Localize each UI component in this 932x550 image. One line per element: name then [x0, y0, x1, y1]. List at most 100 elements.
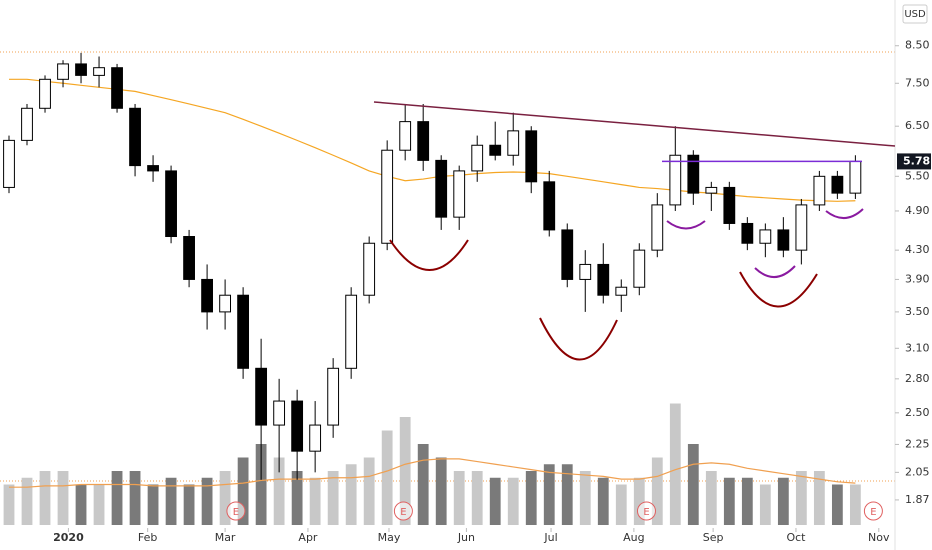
- y-tick-label: 5.50: [905, 169, 930, 182]
- event-marker: [226, 501, 246, 521]
- y-tick-label: 3.10: [905, 341, 930, 354]
- currency-box: [902, 4, 928, 24]
- volume-bar: [273, 457, 285, 525]
- candle-body: [75, 63, 87, 76]
- volume-bar: [489, 477, 501, 525]
- candle-body: [417, 121, 430, 161]
- event-marker: [393, 501, 413, 521]
- candle-body: [543, 181, 556, 231]
- candle-body: [273, 400, 286, 426]
- volume-bar: [255, 444, 267, 525]
- volume-bar: [687, 444, 699, 525]
- volume-bar: [327, 471, 339, 525]
- x-tick-label: Nov: [868, 531, 890, 544]
- volume-bar: [471, 471, 483, 525]
- event-marker: [636, 501, 656, 521]
- candle-body: [327, 367, 340, 426]
- volume-bar: [795, 471, 807, 525]
- candle-body: [795, 204, 808, 251]
- volume-bar: [75, 484, 87, 525]
- candle-body: [147, 165, 159, 172]
- candle-body: [399, 121, 412, 151]
- x-tick-label: Jul: [543, 531, 557, 544]
- candle-body: [21, 107, 33, 141]
- arc: [754, 265, 796, 278]
- y-tick-label: 8.50: [905, 39, 930, 52]
- volume-bar: [417, 444, 429, 525]
- arc: [666, 220, 706, 230]
- volume-bar: [219, 471, 231, 525]
- candle-body: [93, 67, 105, 76]
- volume-bar: [741, 477, 753, 525]
- candle-body: [507, 130, 520, 156]
- candle-body: [579, 263, 592, 280]
- last-price-box: [897, 153, 931, 170]
- event-label: E: [643, 507, 649, 518]
- x-tick-label: Oct: [786, 531, 806, 544]
- candle-body: [219, 294, 232, 313]
- candle-body: [453, 170, 466, 218]
- x-tick-label: 2020: [53, 531, 84, 544]
- event-marker: [863, 501, 883, 521]
- y-tick-label: 3.50: [905, 305, 930, 318]
- candle-body: [489, 144, 502, 156]
- volume-bar: [147, 484, 159, 525]
- y-tick-label: 2.25: [905, 437, 930, 450]
- candle-body: [345, 294, 358, 369]
- volume-bar: [345, 464, 357, 525]
- event-label: E: [870, 507, 876, 518]
- arc: [739, 271, 818, 308]
- candle-body: [849, 160, 862, 194]
- volume-bar: [129, 471, 141, 525]
- currency: USD: [904, 9, 926, 20]
- volume-bar: [525, 471, 537, 525]
- volume-bar: [615, 484, 627, 525]
- candle-body: [39, 78, 51, 109]
- candle-body: [525, 130, 538, 183]
- volume-bar: [363, 457, 375, 525]
- candle-body: [705, 186, 718, 194]
- candle-body: [57, 63, 69, 80]
- x-tick-label: Sep: [703, 531, 724, 544]
- x-tick-label: Feb: [138, 531, 157, 544]
- y-tick-label: 7.50: [905, 76, 930, 89]
- drawings: [373, 101, 896, 361]
- candle-body: [111, 67, 123, 109]
- candle-body: [201, 278, 213, 313]
- x-tick-label: Aug: [623, 531, 644, 544]
- volume-bar: [507, 477, 519, 525]
- candle-body: [777, 229, 790, 251]
- candle-body: [723, 186, 736, 224]
- candle-body: [813, 175, 826, 206]
- volume-bar: [309, 477, 321, 525]
- arc: [825, 208, 864, 219]
- y-tick-label: 1.87: [905, 493, 930, 506]
- candle-body: [831, 175, 844, 194]
- volume-bar: [381, 430, 393, 525]
- candle-body: [237, 294, 250, 369]
- candle-body: [615, 286, 628, 296]
- x-tick-label: Mar: [215, 531, 236, 544]
- candle-body: [651, 204, 664, 251]
- candle-body: [363, 242, 376, 296]
- volume-bar: [849, 484, 861, 525]
- y-tick-label: 4.30: [905, 243, 930, 256]
- trend-line: [373, 101, 896, 147]
- volume-bar: [111, 471, 123, 525]
- x-tick-label: Apr: [298, 531, 318, 544]
- y-tick-label: 2.80: [905, 372, 930, 385]
- volume-bar: [633, 477, 645, 525]
- volume-bar: [237, 457, 249, 525]
- volume-bar: [543, 464, 555, 525]
- candle-body: [741, 222, 754, 244]
- volume-bar: [183, 484, 195, 525]
- volume-bar: [57, 471, 69, 525]
- candle-body: [471, 144, 484, 172]
- candle-body: [561, 229, 574, 280]
- candle-body: [183, 236, 195, 280]
- candle-body: [129, 107, 141, 167]
- arc: [539, 317, 618, 361]
- volume-bar: [669, 403, 681, 525]
- volume-bar: [759, 484, 771, 525]
